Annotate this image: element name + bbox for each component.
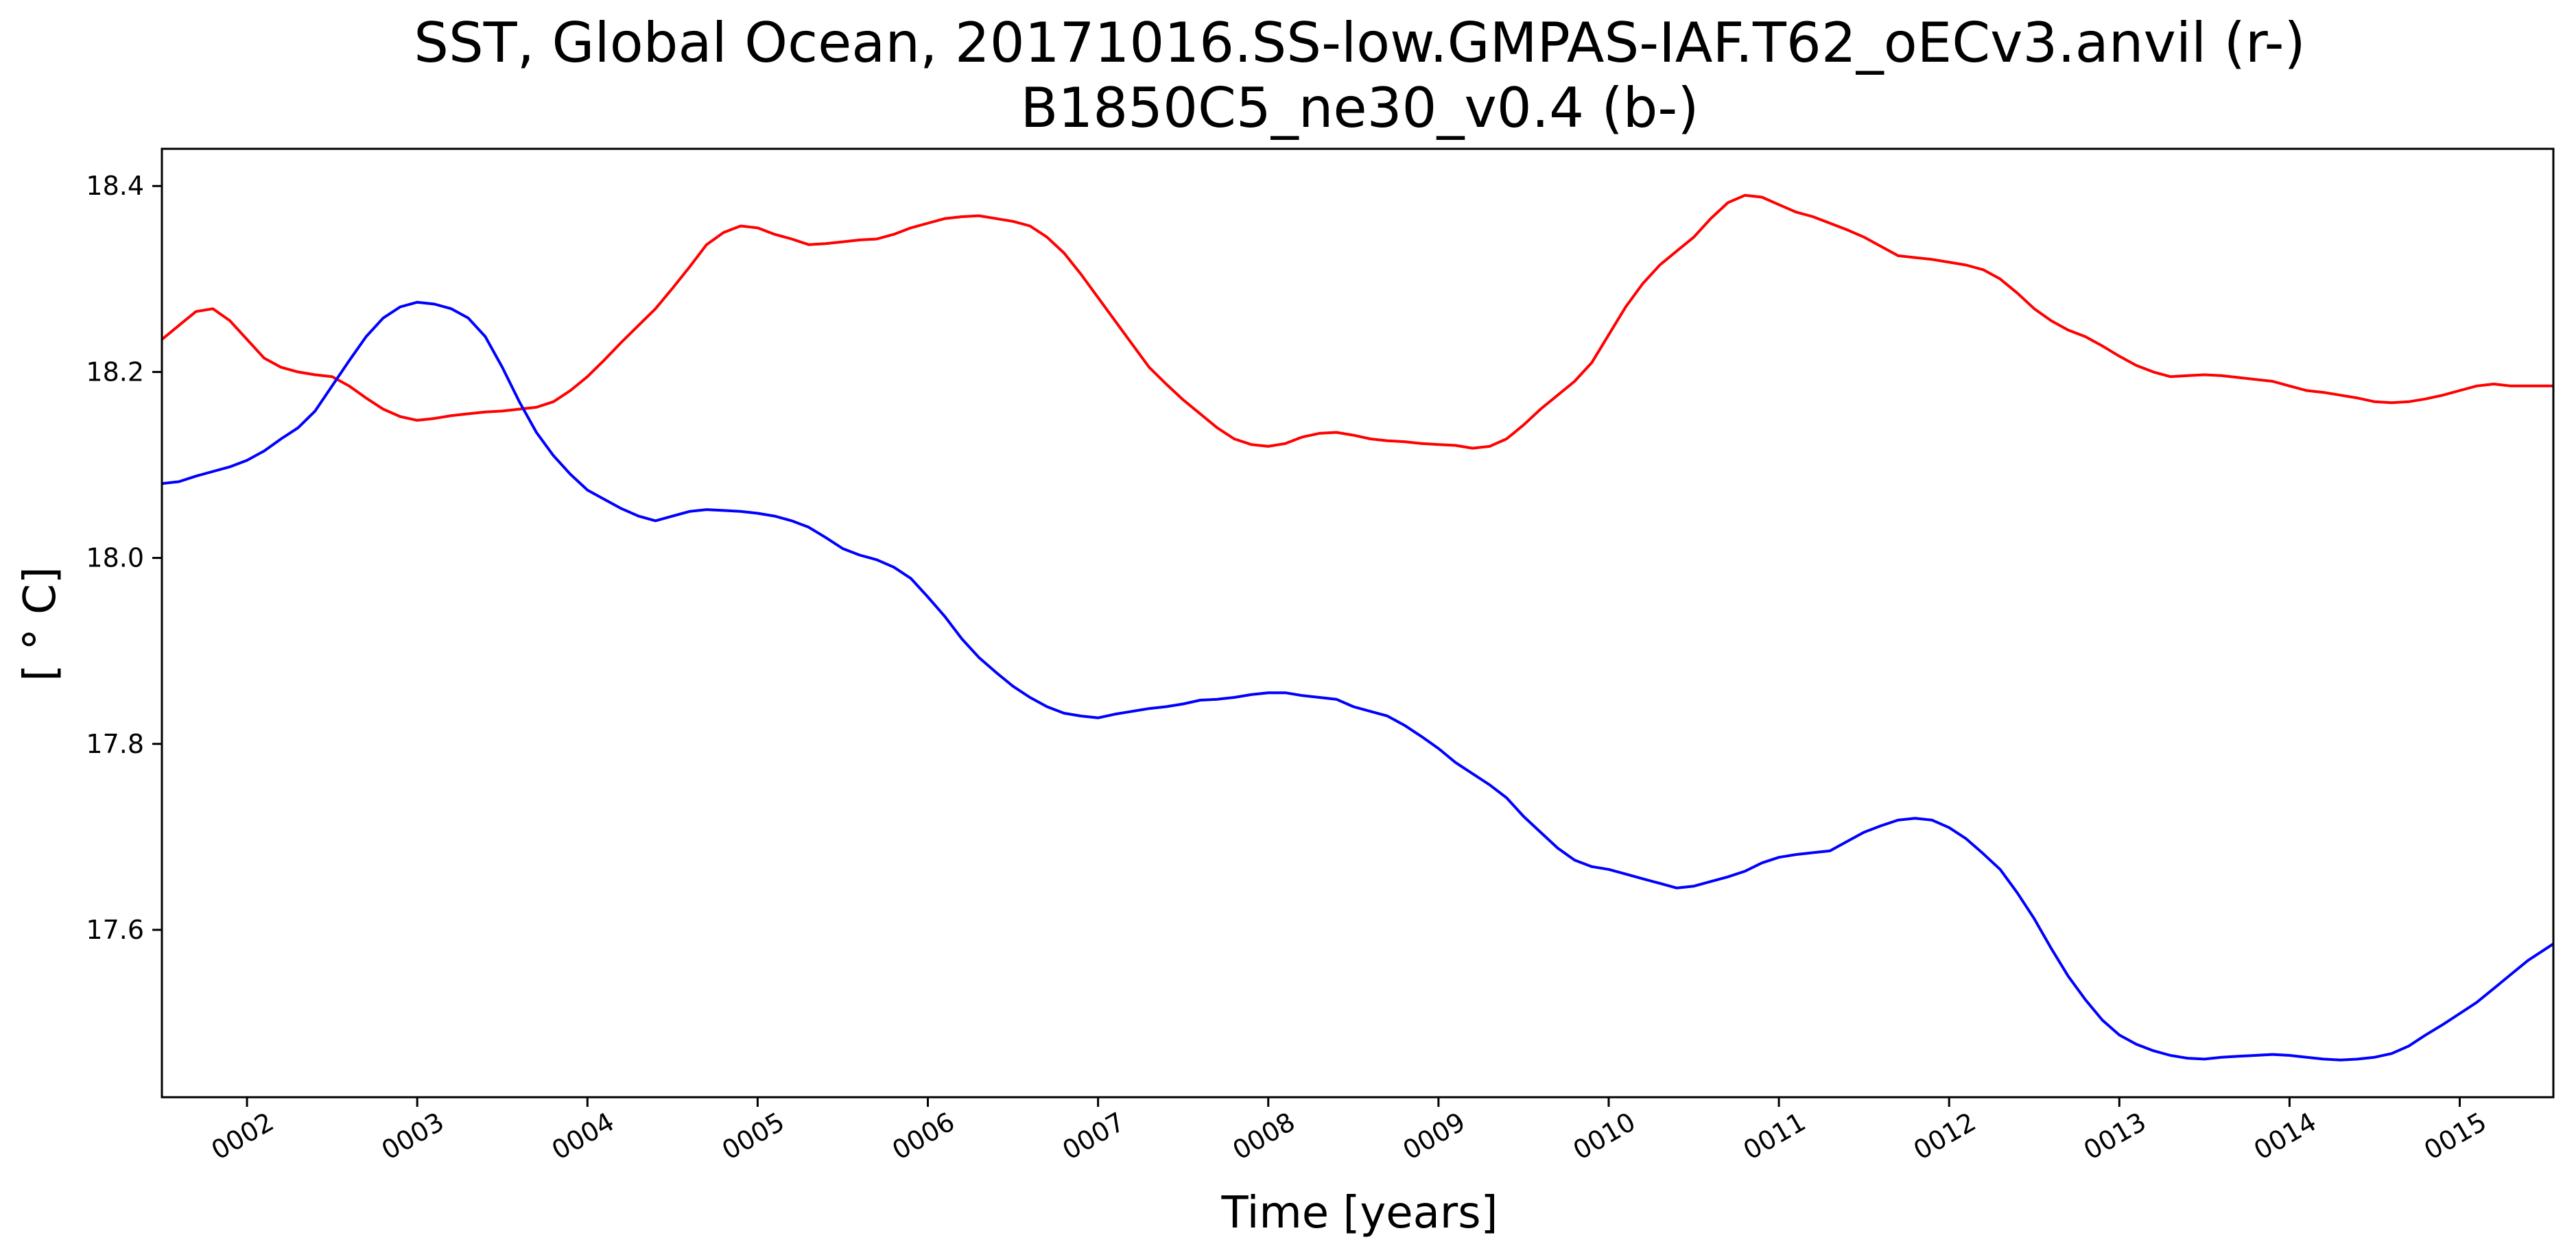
y-tick-label: 18.2 [86, 357, 144, 387]
plot-area [162, 193, 2553, 1062]
series-line-2 [162, 300, 2553, 1062]
y-axis-label: [ ° C] [15, 566, 66, 681]
x-axis-label: Time [years] [1220, 1188, 1498, 1238]
series-line-1 [162, 193, 2553, 450]
y-tick-label: 18.0 [86, 543, 144, 573]
y-tick-label: 17.8 [86, 729, 144, 759]
chart-title-line-2: B1850C5_ne30_v0.4 (b-) [1020, 76, 1699, 140]
y-tick-label: 18.4 [86, 171, 144, 201]
chart-title-line-1: SST, Global Ocean, 20171016.SS-low.GMPAS… [414, 11, 2306, 75]
plot-frame [161, 147, 2555, 1099]
y-tick-label: 17.6 [86, 915, 144, 945]
